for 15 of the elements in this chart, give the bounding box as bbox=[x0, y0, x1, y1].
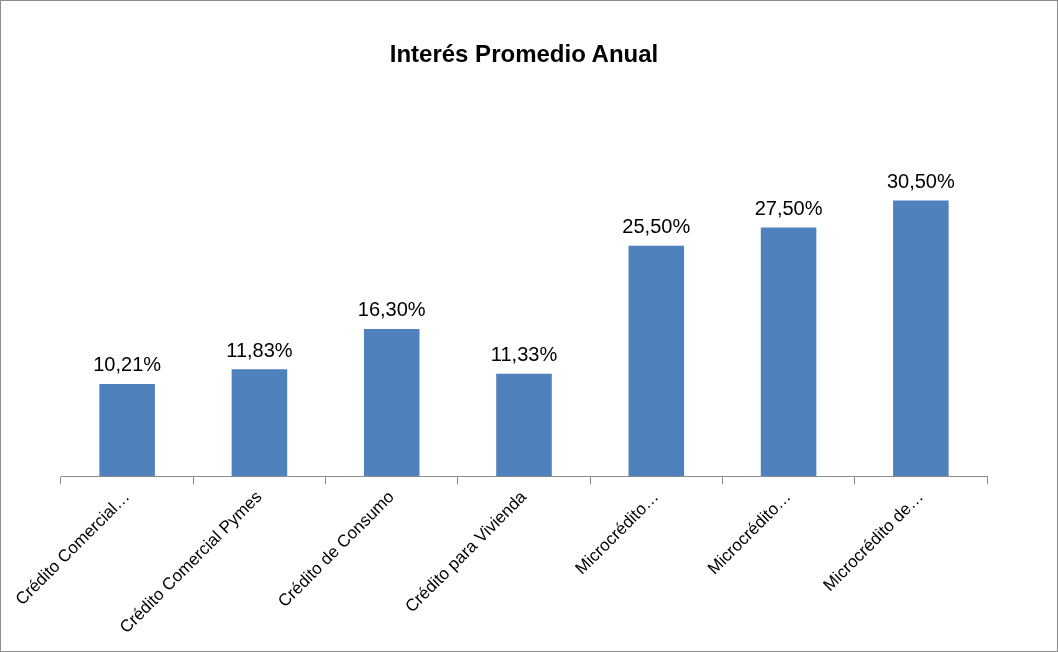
bar bbox=[893, 200, 949, 477]
bar bbox=[760, 227, 817, 477]
data-label: 11,83% bbox=[226, 338, 293, 361]
bar bbox=[99, 383, 155, 477]
data-label: 11,33% bbox=[490, 343, 558, 366]
data-label: 25,50% bbox=[622, 215, 691, 238]
data-label: 10,21% bbox=[93, 353, 162, 376]
data-label: 27,50% bbox=[754, 197, 823, 220]
bar bbox=[231, 369, 288, 477]
chart-title: Interés Promedio Anual bbox=[389, 40, 659, 68]
bar bbox=[628, 245, 685, 477]
data-label: 16,30% bbox=[357, 298, 426, 321]
bar bbox=[363, 328, 420, 477]
bar bbox=[496, 373, 552, 477]
data-label: 30,50% bbox=[886, 170, 955, 193]
